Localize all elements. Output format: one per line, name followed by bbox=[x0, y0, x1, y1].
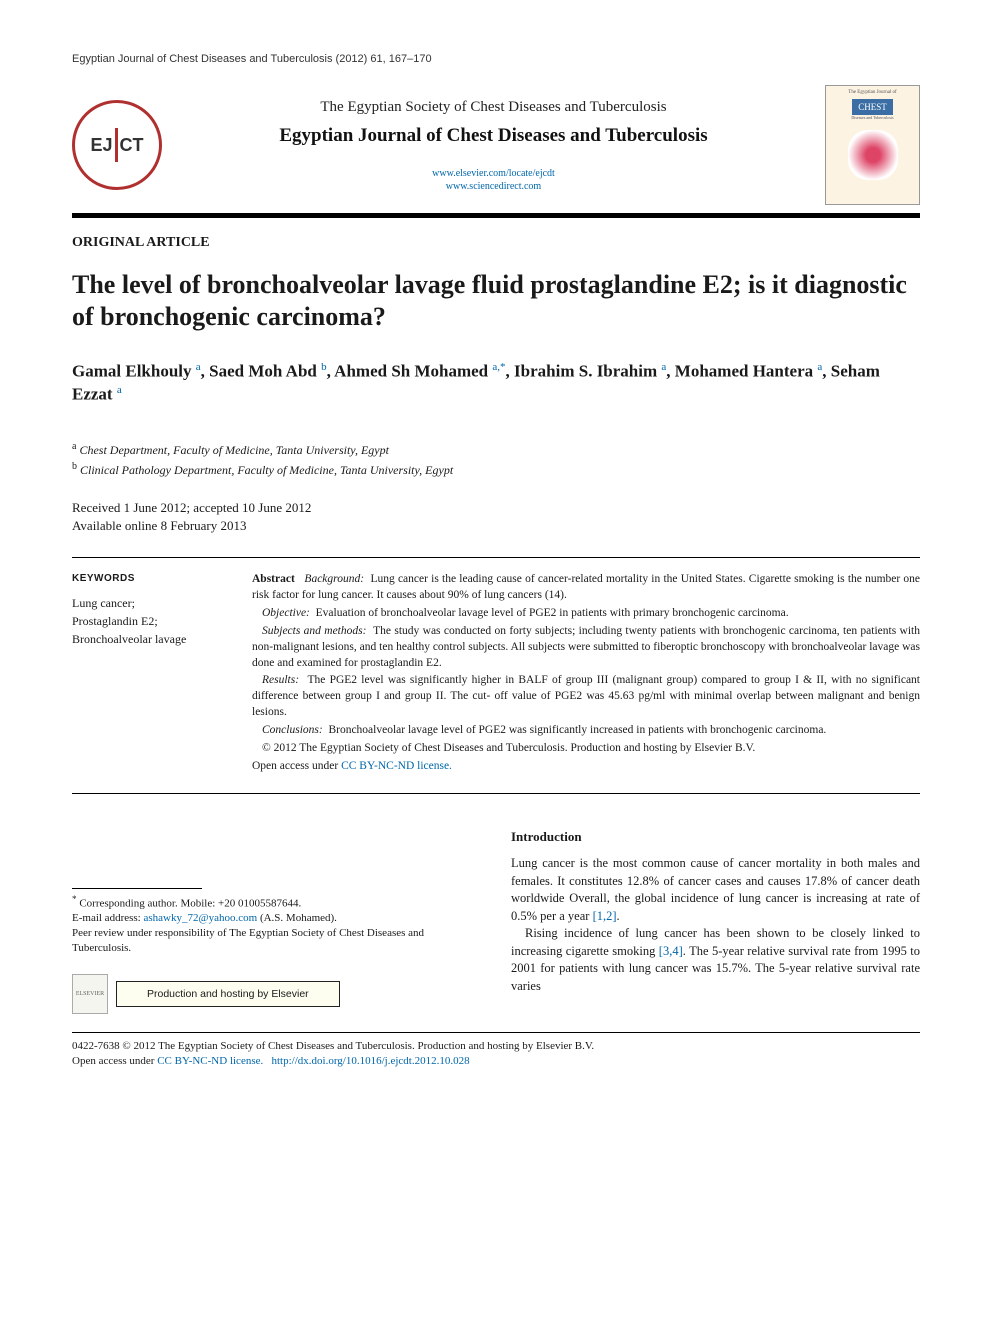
ref-3-4[interactable]: [3,4] bbox=[659, 944, 683, 958]
footer-license-link[interactable]: CC BY-NC-ND license. bbox=[157, 1055, 263, 1067]
corresponding-author: * Corresponding author. Mobile: +20 0100… bbox=[72, 893, 481, 912]
journal-cover-thumb: The Egyptian Journal of CHEST Diseases a… bbox=[825, 85, 920, 205]
journal-links: www.elsevier.com/locate/ejcdt www.scienc… bbox=[172, 167, 815, 193]
two-column-body: * Corresponding author. Mobile: +20 0100… bbox=[72, 828, 920, 1014]
intro-para-1: Lung cancer is the most common cause of … bbox=[511, 855, 920, 925]
page-footer: 0422-7638 © 2012 The Egyptian Society of… bbox=[72, 1039, 920, 1070]
footer-issn-copyright: 0422-7638 © 2012 The Egyptian Society of… bbox=[72, 1039, 920, 1054]
logo-text-left: EJ bbox=[90, 133, 112, 157]
cover-lung-image bbox=[848, 130, 898, 180]
keywords-column: KEYWORDS Lung cancer;Prostaglandin E2;Br… bbox=[72, 572, 252, 776]
article-type: ORIGINAL ARTICLE bbox=[72, 234, 920, 253]
cover-subtitle: Diseases and Tuberculosis bbox=[851, 115, 893, 120]
article-dates: Received 1 June 2012; accepted 10 June 2… bbox=[72, 499, 920, 535]
abstract-block: KEYWORDS Lung cancer;Prostaglandin E2;Br… bbox=[72, 557, 920, 793]
journal-header: EJ CT The Egyptian Society of Chest Dise… bbox=[72, 85, 920, 205]
society-name: The Egyptian Society of Chest Diseases a… bbox=[172, 97, 815, 117]
affil-b: b Clinical Pathology Department, Faculty… bbox=[72, 459, 920, 479]
email-line: E-mail address: ashawky_72@yahoo.com (A.… bbox=[72, 911, 481, 926]
license-link[interactable]: CC BY-NC-ND license. bbox=[341, 760, 452, 772]
abstract-objective: Objective: Evaluation of bronchoalveolar… bbox=[252, 606, 920, 622]
keywords-list: Lung cancer;Prostaglandin E2;Bronchoalve… bbox=[72, 594, 234, 648]
abstract-results: Results: The PGE2 level was significantl… bbox=[252, 673, 920, 721]
affiliations: a Chest Department, Faculty of Medicine,… bbox=[72, 439, 920, 479]
abstract-copyright: © 2012 The Egyptian Society of Chest Dis… bbox=[252, 741, 920, 757]
journal-link-2[interactable]: www.sciencedirect.com bbox=[172, 180, 815, 193]
received-accepted: Received 1 June 2012; accepted 10 June 2… bbox=[72, 499, 920, 517]
author-list: Gamal Elkhouly a, Saed Moh Abd b, Ahmed … bbox=[72, 360, 920, 407]
available-online: Available online 8 February 2013 bbox=[72, 517, 920, 535]
right-column: Introduction Lung cancer is the most com… bbox=[511, 828, 920, 1014]
production-row: ELSEVIER Production and hosting by Elsev… bbox=[72, 974, 481, 1014]
doi-link[interactable]: http://dx.doi.org/10.1016/j.ejcdt.2012.1… bbox=[272, 1055, 470, 1067]
logo-text-right: CT bbox=[120, 133, 144, 157]
production-hosting-box: Production and hosting by Elsevier bbox=[116, 981, 340, 1007]
footer-open-access: Open access under CC BY-NC-ND license. h… bbox=[72, 1054, 920, 1069]
journal-link-1[interactable]: www.elsevier.com/locate/ejcdt bbox=[172, 167, 815, 180]
footer-rule bbox=[72, 1032, 920, 1033]
header-rule bbox=[72, 213, 920, 218]
introduction-heading: Introduction bbox=[511, 828, 920, 846]
footnotes: * Corresponding author. Mobile: +20 0100… bbox=[72, 888, 481, 1014]
cover-small-text: The Egyptian Journal of bbox=[848, 90, 896, 97]
abstract-column: Abstract Background: Lung cancer is the … bbox=[252, 572, 920, 776]
abstract-subjects: Subjects and methods: The study was cond… bbox=[252, 624, 920, 672]
introduction-text: Lung cancer is the most common cause of … bbox=[511, 855, 920, 995]
header-center: The Egyptian Society of Chest Diseases a… bbox=[162, 97, 825, 193]
abstract-open-access: Open access under CC BY-NC-ND license. bbox=[252, 759, 920, 775]
logo-divider bbox=[115, 128, 118, 162]
ref-1-2[interactable]: [1,2] bbox=[593, 909, 617, 923]
peer-review-note: Peer review under responsibility of The … bbox=[72, 926, 481, 956]
cover-title: CHEST bbox=[852, 99, 893, 115]
abstract-background: Abstract Background: Lung cancer is the … bbox=[252, 572, 920, 604]
author-email[interactable]: ashawky_72@yahoo.com bbox=[143, 912, 257, 924]
intro-para-2: Rising incidence of lung cancer has been… bbox=[511, 925, 920, 995]
keywords-heading: KEYWORDS bbox=[72, 572, 234, 586]
affil-a: a Chest Department, Faculty of Medicine,… bbox=[72, 439, 920, 459]
society-logo: EJ CT bbox=[72, 100, 162, 190]
running-head: Egyptian Journal of Chest Diseases and T… bbox=[72, 52, 920, 67]
journal-name: Egyptian Journal of Chest Diseases and T… bbox=[172, 123, 815, 149]
abstract-conclusions: Conclusions: Bronchoalveolar lavage leve… bbox=[252, 723, 920, 739]
footnote-rule bbox=[72, 888, 202, 889]
left-column: * Corresponding author. Mobile: +20 0100… bbox=[72, 828, 481, 1014]
elsevier-logo: ELSEVIER bbox=[72, 974, 108, 1014]
article-title: The level of bronchoalveolar lavage flui… bbox=[72, 269, 920, 334]
